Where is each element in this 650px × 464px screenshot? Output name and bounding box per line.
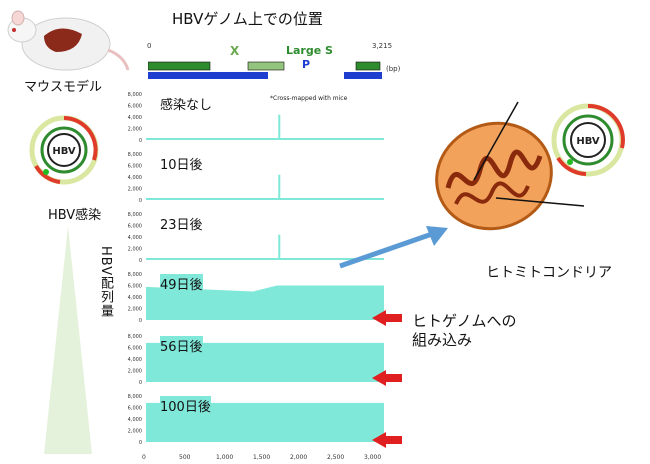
- sample-label: 10日後: [160, 158, 203, 173]
- coverage-area: [146, 285, 384, 320]
- blue-arrow: [339, 226, 448, 269]
- red-arrow-100d: [372, 432, 402, 448]
- hbv-genome-circle-right: HBV: [551, 103, 625, 177]
- gene-large-s-label: Large S: [286, 44, 333, 57]
- sample-label: 49日後: [160, 274, 203, 293]
- y-tick-label: 0: [139, 318, 142, 324]
- y-tick-label: 8,000: [128, 212, 142, 218]
- red-arrow-56d: [372, 370, 402, 386]
- y-tick-label: 8,000: [128, 92, 142, 98]
- y-tick-label: 6,000: [128, 346, 142, 352]
- x-tick-label: 1,000: [216, 454, 234, 461]
- y-tick-label: 6,000: [128, 104, 142, 110]
- y-tick-label: 0: [139, 198, 142, 204]
- y-tick-label: 0: [139, 258, 142, 264]
- gene-p-label: P: [302, 58, 311, 71]
- y-tick-label: 8,000: [128, 394, 142, 400]
- y-tick-label: 0: [139, 380, 142, 386]
- y-tick-label: 4,000: [128, 175, 142, 181]
- x-tick-label: 1,500: [253, 454, 271, 461]
- y-tick-label: 2,000: [128, 247, 142, 253]
- hbv-amount-label: HBV配列量: [98, 246, 113, 319]
- coverage-panel-5: 0 2,000 4,000 6,000 8,000: [128, 334, 384, 386]
- sample-label: 23日後: [160, 218, 203, 233]
- hbv-infection-label: HBV感染: [48, 208, 102, 223]
- coverage-panel-4: 0 2,000 4,000 6,000 8,000: [128, 272, 384, 324]
- x-tick-label: 0: [142, 454, 146, 461]
- coverage-area: [146, 198, 384, 200]
- x-tick-label: 3,000: [364, 454, 382, 461]
- genome-start: 0: [147, 42, 152, 50]
- y-tick-label: 6,000: [128, 406, 142, 412]
- mouse-image: [7, 10, 130, 71]
- coverage-area: [146, 258, 384, 260]
- sample-label: 100日後: [160, 396, 211, 415]
- coverage-area: [146, 342, 384, 382]
- y-tick-label: 0: [139, 138, 142, 144]
- y-tick-label: 4,000: [128, 115, 142, 121]
- cross-map-note: *Cross-mapped with mice: [270, 95, 348, 102]
- y-tick-label: 2,000: [128, 187, 142, 193]
- sample-label: 感染なし: [160, 98, 213, 113]
- y-tick-label: 2,000: [128, 429, 142, 435]
- y-tick-label: 4,000: [128, 417, 142, 423]
- gene-x-label: X: [230, 44, 240, 58]
- coverage-area: [146, 138, 384, 140]
- x-tick-label: 2,000: [290, 454, 308, 461]
- y-tick-label: 2,000: [128, 369, 142, 375]
- y-tick-label: 8,000: [128, 152, 142, 158]
- genome-unit: (bp): [386, 65, 401, 73]
- coverage-panel-2: 0 2,000 4,000 6,000 8,000: [128, 152, 384, 204]
- y-tick-label: 4,000: [128, 295, 142, 301]
- integration-label: ヒトゲノムへの 組み込み: [412, 312, 517, 350]
- mouse-model-label: マウスモデル: [24, 80, 103, 95]
- pointer-lines: [473, 101, 585, 207]
- hbv-circle-label-right: HBV: [576, 136, 600, 147]
- hbv-circle-label-left: HBV: [52, 146, 76, 157]
- y-tick-label: 8,000: [128, 334, 142, 340]
- genome-end: 3,215: [372, 42, 393, 50]
- hbv-genome-circle-left: HBV: [29, 115, 99, 185]
- y-tick-label: 4,000: [128, 235, 142, 241]
- y-tick-label: 6,000: [128, 224, 142, 230]
- sample-label: 56日後: [160, 336, 203, 355]
- y-tick-label: 4,000: [128, 357, 142, 363]
- y-tick-label: 6,000: [128, 284, 142, 290]
- integration-label-line-1: ヒトゲノムへの: [412, 312, 517, 330]
- coverage-panel-1: 0 2,000 4,000 6,000 8,000: [128, 92, 384, 144]
- integration-label-line-2: 組み込み: [412, 331, 473, 349]
- y-tick-label: 2,000: [128, 307, 142, 313]
- coverage-panel-3: 0 2,000 4,000 6,000 8,000: [128, 212, 384, 264]
- figure-title: HBVゲノム上での位置: [172, 10, 323, 28]
- x-tick-label: 500: [179, 454, 191, 461]
- mitochondrion-image: [435, 121, 553, 231]
- x-tick-label: 2,500: [327, 454, 345, 461]
- genome-map: [148, 61, 382, 79]
- red-arrow-49d: [372, 310, 402, 326]
- y-tick-label: 2,000: [128, 127, 142, 133]
- increasing-triangle: [44, 226, 92, 454]
- mitochondria-label: ヒトミトコンドリア: [486, 265, 612, 281]
- y-tick-label: 0: [139, 440, 142, 446]
- y-tick-label: 6,000: [128, 164, 142, 170]
- y-tick-label: 8,000: [128, 272, 142, 278]
